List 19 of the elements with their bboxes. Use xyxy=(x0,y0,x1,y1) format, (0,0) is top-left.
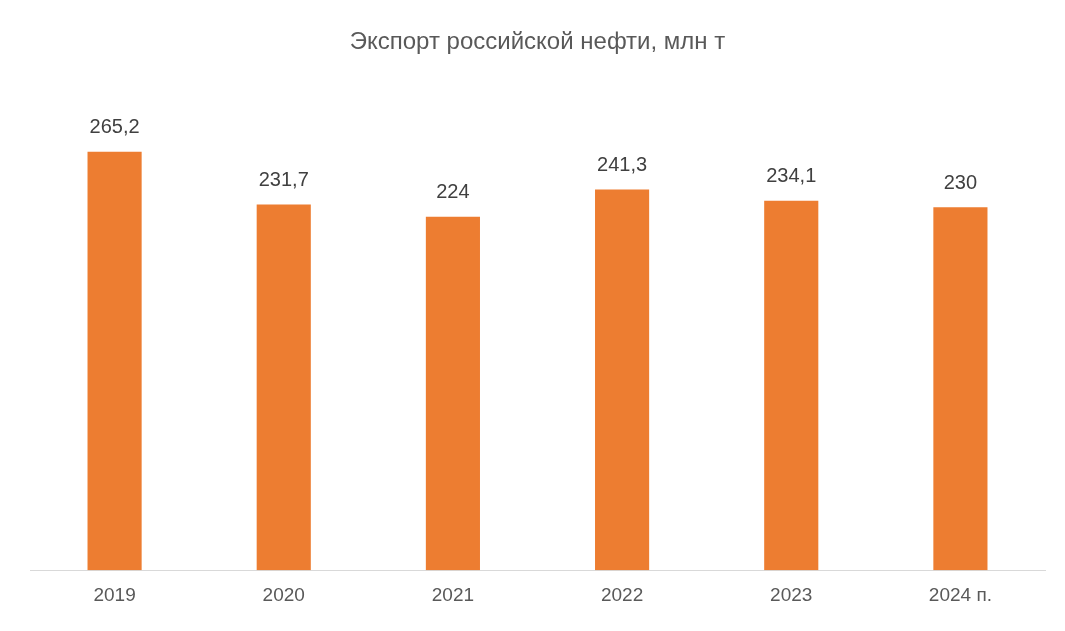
x-tick-label: 2023 xyxy=(770,583,813,605)
data-label: 231,7 xyxy=(258,168,309,191)
chart-title: Экспорт российской нефти, млн т xyxy=(349,27,726,55)
data-label: 265,2 xyxy=(89,115,140,138)
x-tick-label: 2021 xyxy=(431,583,475,605)
bar xyxy=(764,200,819,571)
bar xyxy=(933,207,988,571)
x-tick-label: 2020 xyxy=(262,583,305,605)
data-label: 241,3 xyxy=(597,152,648,175)
data-label: 230 xyxy=(943,170,978,193)
x-tick-label: 2022 xyxy=(600,583,644,605)
data-label: 224 xyxy=(436,180,470,203)
x-tick-label: 2024 п. xyxy=(928,583,992,605)
x-tick-label: 2019 xyxy=(93,583,136,605)
data-label: 234,1 xyxy=(766,164,817,187)
bar xyxy=(595,189,650,571)
bar xyxy=(425,216,480,571)
bar xyxy=(256,204,311,571)
bar xyxy=(87,151,142,571)
